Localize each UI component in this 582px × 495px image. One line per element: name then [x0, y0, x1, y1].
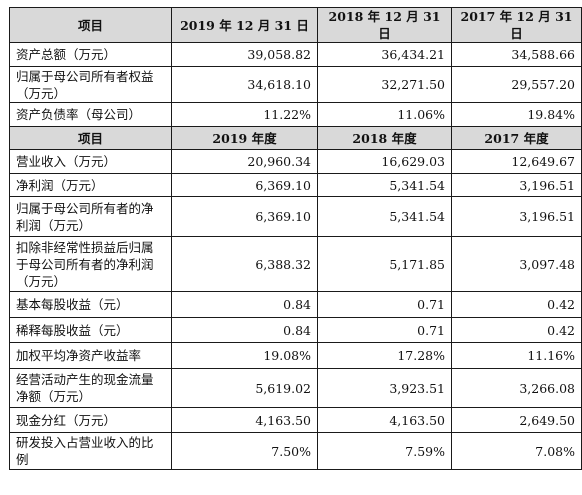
table-row: 营业收入（万元） 20,960.34 16,629.03 12,649.67	[9, 149, 582, 174]
cell-value: 19.84%	[451, 102, 582, 127]
cell-value: 0.42	[451, 317, 582, 343]
cell-value: 17.28%	[317, 342, 452, 369]
cell-value: 29,557.20	[451, 66, 582, 103]
cell-value: 34,618.10	[171, 66, 318, 103]
row-label: 资产总额（万元）	[9, 42, 172, 67]
cell-value: 3,097.48	[451, 236, 582, 292]
row-label: 扣除非经常性损益后归属于母公司所有者的净利润（万元）	[9, 236, 172, 292]
cell-value: 11.22%	[171, 102, 318, 127]
header-2018: 2018 年度	[317, 126, 452, 150]
cell-value: 3,266.08	[451, 368, 582, 408]
cell-value: 32,271.50	[317, 66, 452, 103]
cell-value: 20,960.34	[171, 149, 318, 174]
row-label: 营业收入（万元）	[9, 149, 172, 174]
header-row-balance: 项目 2019 年 12 月 31 日 2018 年 12 月 31 日 201…	[9, 7, 582, 43]
row-label: 归属于母公司所有者权益（万元）	[9, 66, 172, 103]
cell-value: 19.08%	[171, 342, 318, 369]
table-row: 归属于母公司所有者的净利润（万元） 6,369.10 5,341.54 3,19…	[9, 196, 582, 237]
cell-value: 5,341.54	[317, 173, 452, 197]
cell-value: 39,058.82	[171, 42, 318, 67]
cell-value: 6,369.10	[171, 173, 318, 197]
row-label: 归属于母公司所有者的净利润（万元）	[9, 196, 172, 237]
financial-summary-table: 项目 2019 年 12 月 31 日 2018 年 12 月 31 日 201…	[9, 7, 582, 470]
table-row: 经营活动产生的现金流量净额（万元） 5,619.02 3,923.51 3,26…	[9, 368, 582, 408]
cell-value: 4,163.50	[171, 407, 318, 433]
cell-value: 0.84	[171, 317, 318, 343]
table-row: 资产总额（万元） 39,058.82 36,434.21 34,588.66	[9, 42, 582, 67]
header-2019: 2019 年度	[171, 126, 318, 150]
table-row: 扣除非经常性损益后归属于母公司所有者的净利润（万元） 6,388.32 5,17…	[9, 236, 582, 292]
cell-value: 2,649.50	[451, 407, 582, 433]
header-row-income: 项目 2019 年度 2018 年度 2017 年度	[9, 126, 582, 150]
cell-value: 7.50%	[171, 432, 318, 470]
cell-value: 4,163.50	[317, 407, 452, 433]
row-label: 经营活动产生的现金流量净额（万元）	[9, 368, 172, 408]
cell-value: 12,649.67	[451, 149, 582, 174]
cell-value: 34,588.66	[451, 42, 582, 67]
row-label: 稀释每股收益（元）	[9, 317, 172, 343]
cell-value: 7.59%	[317, 432, 452, 470]
cell-value: 0.42	[451, 291, 582, 318]
table-row: 现金分红（万元） 4,163.50 4,163.50 2,649.50	[9, 407, 582, 433]
row-label: 基本每股收益（元）	[9, 291, 172, 318]
cell-value: 5,341.54	[317, 196, 452, 237]
table-row: 净利润（万元） 6,369.10 5,341.54 3,196.51	[9, 173, 582, 197]
cell-value: 3,196.51	[451, 173, 582, 197]
table-row: 资产负债率（母公司） 11.22% 11.06% 19.84%	[9, 102, 582, 127]
table-row: 基本每股收益（元） 0.84 0.71 0.42	[9, 291, 582, 318]
cell-value: 16,629.03	[317, 149, 452, 174]
table-row: 归属于母公司所有者权益（万元） 34,618.10 32,271.50 29,5…	[9, 66, 582, 103]
header-2019: 2019 年 12 月 31 日	[171, 7, 318, 43]
header-2017: 2017 年 12 月 31 日	[451, 7, 582, 43]
cell-value: 0.71	[317, 317, 452, 343]
table-row: 研发投入占营业收入的比例 7.50% 7.59% 7.08%	[9, 432, 582, 470]
row-label: 现金分红（万元）	[9, 407, 172, 433]
row-label: 资产负债率（母公司）	[9, 102, 172, 127]
cell-value: 36,434.21	[317, 42, 452, 67]
header-item: 项目	[9, 126, 172, 150]
cell-value: 6,369.10	[171, 196, 318, 237]
cell-value: 3,196.51	[451, 196, 582, 237]
header-2017: 2017 年度	[451, 126, 582, 150]
header-2018: 2018 年 12 月 31 日	[317, 7, 452, 43]
table-row: 加权平均净资产收益率 19.08% 17.28% 11.16%	[9, 342, 582, 369]
cell-value: 0.84	[171, 291, 318, 318]
row-label: 净利润（万元）	[9, 173, 172, 197]
header-item: 项目	[9, 7, 172, 43]
cell-value: 5,171.85	[317, 236, 452, 292]
row-label: 研发投入占营业收入的比例	[9, 432, 172, 470]
cell-value: 0.71	[317, 291, 452, 318]
cell-value: 5,619.02	[171, 368, 318, 408]
table-row: 稀释每股收益（元） 0.84 0.71 0.42	[9, 317, 582, 343]
cell-value: 7.08%	[451, 432, 582, 470]
cell-value: 3,923.51	[317, 368, 452, 408]
cell-value: 11.16%	[451, 342, 582, 369]
row-label: 加权平均净资产收益率	[9, 342, 172, 369]
cell-value: 11.06%	[317, 102, 452, 127]
cell-value: 6,388.32	[171, 236, 318, 292]
